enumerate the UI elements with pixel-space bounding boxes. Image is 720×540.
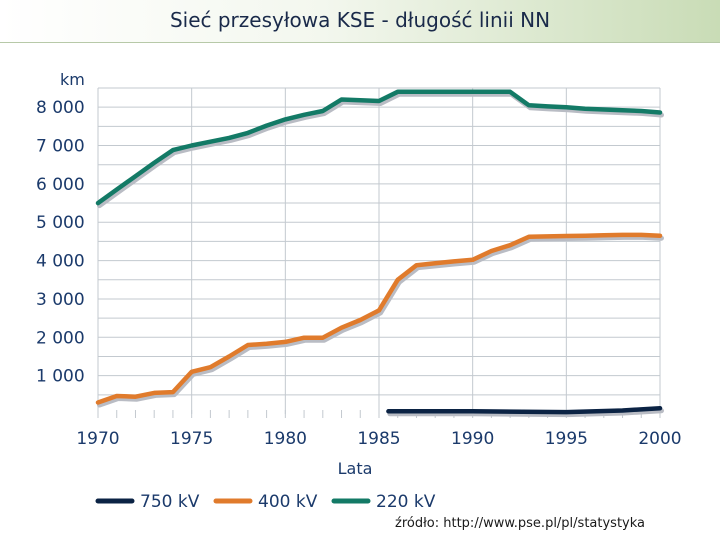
legend-label-220kv: 220 kV <box>376 492 436 512</box>
x-tick-label: 1985 <box>357 429 400 449</box>
y-tick-label: 2 000 <box>36 328 85 348</box>
x-axis-title: Lata <box>338 459 373 478</box>
x-tick-label: 1990 <box>451 429 494 449</box>
slide-title: Sieć przesyłowa KSE - długość linii NN <box>169 8 551 32</box>
series-shadow-400kv <box>97 234 664 408</box>
legend: 750 kV 400 kV 220 kV <box>95 492 436 512</box>
y-tick-label: 3 000 <box>36 290 85 310</box>
series-line-400kv <box>95 232 663 405</box>
y-tick-label: 1 000 <box>36 367 85 387</box>
axis-layer: km Lata 1 000 2 000 3 000 4 000 5 000 6 000 7 … <box>36 70 682 478</box>
grid-layer <box>97 87 661 418</box>
source-note: źródło: http://www.pse.pl/pl/statystyka <box>395 516 646 531</box>
x-tick-label: 1975 <box>170 429 213 449</box>
legend-label-400kv: 400 kV <box>258 492 318 512</box>
y-tick-label: 7 000 <box>36 137 85 157</box>
series-line-750kv <box>386 405 663 415</box>
y-tick-label: 4 000 <box>36 252 85 272</box>
x-tick-label: 2000 <box>638 429 681 449</box>
legend-label-750kv: 750 kV <box>140 492 200 512</box>
series-line-220kv <box>95 89 663 206</box>
y-tick-label: 6 000 <box>36 175 85 195</box>
x-tick-label: 1970 <box>76 429 119 449</box>
series-shadow-750kv <box>387 408 664 418</box>
series-shadow-220kv <box>97 91 664 209</box>
x-tick-label: 1980 <box>264 429 307 449</box>
y-tick-label: 8 000 <box>36 98 85 118</box>
y-tick-label: 5 000 <box>36 213 85 233</box>
line-chart: km Lata 1 000 2 000 3 000 4 000 5 000 6 000 7 … <box>36 70 682 512</box>
y-unit-label: km <box>60 70 85 89</box>
series-layer <box>95 89 664 418</box>
title-bar: Sieć przesyłowa KSE - długość linii NN <box>0 0 720 43</box>
x-tick-label: 1995 <box>545 429 588 449</box>
